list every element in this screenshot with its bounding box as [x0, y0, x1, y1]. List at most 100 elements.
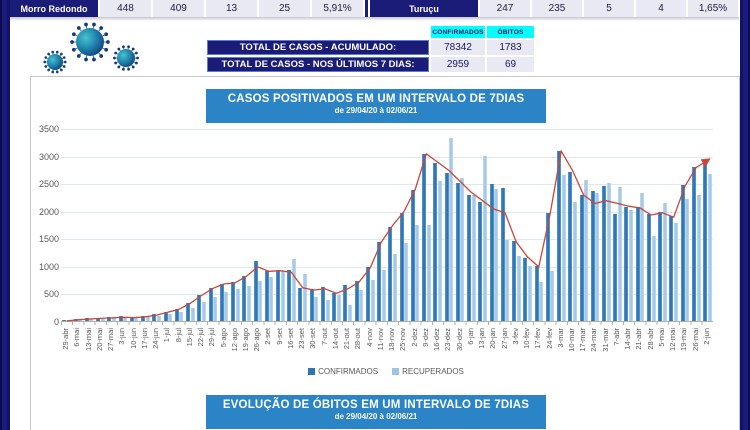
bar-recuperados	[393, 254, 397, 321]
x-axis-label: 23-set	[297, 328, 307, 349]
bottom-title-bar: EVOLUÇÃO DE ÓBITOS EM UM INTERVALO DE 7D…	[206, 395, 546, 429]
x-axis-label: 27-jan	[499, 328, 509, 349]
bar-recuperados	[539, 282, 544, 321]
municipality-right-obitos[interactable]: 4	[636, 0, 686, 17]
header-confirmados: CONFIRMADOS	[431, 26, 485, 38]
municipality-right-percent[interactable]: 1,65%	[688, 0, 738, 17]
bar-confirmados	[141, 315, 146, 321]
bar-confirmados	[410, 190, 415, 321]
bar-confirmados	[174, 308, 179, 321]
x-axis-label: 3-mar	[555, 328, 565, 348]
bar-confirmados	[557, 151, 562, 321]
bar-recuperados	[595, 192, 600, 321]
totals-row-acumulado: TOTAL DE CASOS - ACUMULADO: 78342 1783	[207, 40, 534, 55]
municipality-right-recuperados[interactable]: 235	[532, 0, 582, 17]
municipality-left-confirmados[interactable]: 448	[100, 0, 151, 17]
x-axis-label: 17-jun	[139, 328, 149, 349]
bar-confirmados	[264, 270, 269, 321]
right-border-band	[740, 0, 750, 430]
bar-confirmados	[478, 202, 483, 321]
municipality-name-right[interactable]: Turuçu	[370, 0, 478, 17]
municipality-left-obitos[interactable]: 25	[259, 0, 310, 17]
bottom-chart-title: EVOLUÇÃO DE ÓBITOS EM UM INTERVALO DE 7D…	[222, 399, 530, 411]
bar-recuperados	[651, 236, 656, 321]
bar-confirmados	[377, 241, 382, 321]
x-axis-label: 7-out	[319, 328, 329, 346]
bar-recuperados	[527, 265, 532, 321]
bar-confirmados	[242, 275, 247, 321]
chart-title: CASOS POSITIVADOS EM UM INTERVALO DE 7DI…	[227, 93, 525, 105]
municipality-name-left[interactable]: Morro Redondo	[10, 0, 98, 17]
bar-confirmados	[320, 287, 325, 321]
bar-confirmados	[579, 195, 584, 321]
bar-confirmados	[343, 284, 348, 321]
bar-confirmados	[590, 191, 595, 321]
bar-confirmados	[186, 302, 191, 321]
x-axis-labels: 29-abr 6-mai 13-mai 20-mai 27-mai 3-jun 10-jun…	[61, 326, 713, 370]
bar-recuperados	[606, 183, 611, 321]
bar-recuperados	[674, 223, 679, 321]
x-axis-label: 27-mai	[106, 328, 116, 351]
x-axis-label: 14-out	[330, 328, 340, 350]
label-total-7dias: TOTAL DE CASOS - NOS ÚLTIMOS 7 DIAS:	[207, 57, 429, 72]
municipality-table-row: Morro Redondo 448 409 13 25 5,91% Turuçu…	[10, 0, 739, 17]
bar-recuperados	[168, 314, 173, 321]
bar-confirmados	[433, 162, 438, 321]
bar-confirmados	[613, 214, 618, 321]
x-axis-label: 17-mar	[578, 328, 588, 352]
x-axis-label: 5-mai	[656, 328, 666, 347]
bar-recuperados	[437, 180, 442, 321]
bar-confirmados	[545, 213, 550, 321]
y-axis-label: 500	[43, 289, 59, 300]
bar-recuperados	[359, 290, 364, 321]
bar-confirmados	[489, 183, 494, 321]
x-axis-label: 22-jul	[196, 328, 206, 347]
bar-recuperados	[482, 155, 487, 321]
bar-recuperados	[370, 279, 375, 321]
x-axis-label: 24-fev	[544, 328, 554, 349]
bar-recuperados	[572, 201, 577, 321]
bar-recuperados	[179, 312, 184, 321]
bar-recuperados	[505, 239, 510, 321]
bar-recuperados	[471, 195, 476, 321]
x-axis-label: 30-dez	[454, 328, 464, 351]
municipality-right-ativos[interactable]: 5	[584, 0, 634, 17]
x-axis-label: 7-abr	[611, 328, 621, 346]
trend-line	[66, 149, 711, 322]
municipality-left-ativos[interactable]: 13	[206, 0, 257, 17]
legend-label: RECUPERADOS	[402, 366, 464, 376]
strip-shadow	[10, 17, 739, 21]
bar-confirmados	[455, 182, 460, 321]
bar-confirmados	[298, 287, 303, 321]
y-axis-label: 1000	[38, 261, 59, 272]
bar-confirmados	[152, 314, 157, 321]
gridline	[61, 211, 713, 213]
legend-item-recuperados[interactable]: RECUPERADOS	[392, 367, 464, 376]
legend-item-confirmados[interactable]: CONFIRMADOS	[308, 367, 378, 376]
municipality-left-percent[interactable]: 5,91%	[312, 0, 363, 17]
bar-recuperados	[426, 225, 431, 321]
value-7dias-obitos: 69	[487, 57, 534, 72]
bar-recuperados	[640, 193, 645, 321]
bar-recuperados	[617, 187, 622, 321]
gridline	[61, 266, 713, 268]
table-divider	[363, 0, 370, 17]
bar-recuperados	[246, 285, 251, 321]
bar-recuperados	[662, 203, 667, 321]
bar-confirmados	[197, 295, 202, 321]
x-axis-label: 10-jun	[128, 328, 138, 349]
municipality-right-confirmados[interactable]: 247	[480, 0, 530, 17]
x-axis-label: 5-ago	[218, 328, 228, 348]
plot-area	[61, 129, 713, 322]
bar-confirmados	[523, 257, 528, 321]
coronavirus-icons	[33, 20, 148, 75]
bar-recuperados	[134, 317, 139, 321]
municipality-left-recuperados[interactable]: 409	[153, 0, 204, 17]
bar-recuperados	[213, 297, 218, 321]
y-axis-label: 1500	[38, 234, 59, 245]
x-axis-label: 15-jul	[184, 328, 194, 347]
x-axis-label: 30-set	[308, 328, 318, 349]
bar-confirmados	[275, 269, 280, 321]
bar-recuperados	[629, 209, 634, 321]
